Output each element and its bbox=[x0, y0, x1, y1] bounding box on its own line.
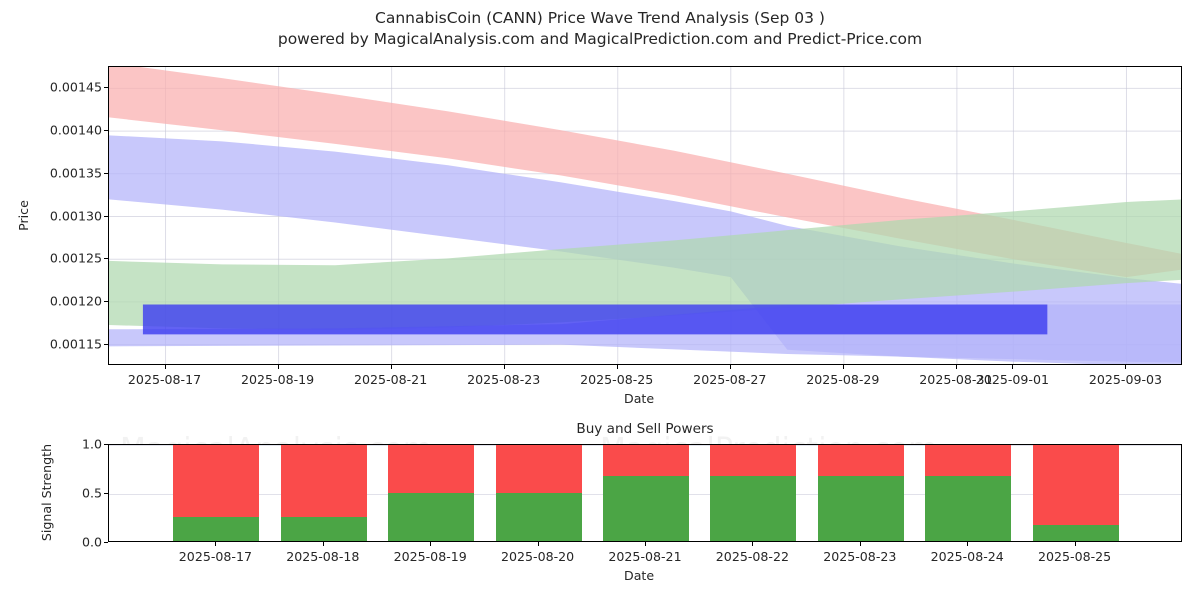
price-xtick-mark bbox=[729, 365, 731, 369]
buy-power-bar[interactable] bbox=[925, 475, 1012, 541]
price-ytick-mark bbox=[104, 87, 108, 89]
power-xtick-mark bbox=[430, 542, 432, 546]
power-ytick-label: 1.0 bbox=[81, 436, 102, 452]
price-xtick-label: 2025-08-31 bbox=[919, 372, 993, 387]
buy-power-bar[interactable] bbox=[388, 492, 475, 541]
price-ytick-label: 0.00125 bbox=[49, 250, 102, 266]
price-xtick-label: 2025-08-21 bbox=[354, 372, 428, 387]
price-ytick-mark bbox=[104, 258, 108, 260]
sell-power-bar[interactable] bbox=[817, 445, 904, 476]
buy-power-bar[interactable] bbox=[817, 475, 904, 541]
price-ytick-label: 0.00140 bbox=[49, 122, 102, 138]
power-xtick-label: 2025-08-22 bbox=[715, 549, 789, 564]
sell-power-bar[interactable] bbox=[710, 445, 797, 476]
buy-power-bar[interactable] bbox=[280, 516, 367, 541]
price-xtick-mark bbox=[1012, 365, 1014, 369]
price-yaxis-title: Price bbox=[15, 199, 31, 231]
price-xaxis-title: Date bbox=[624, 391, 655, 406]
price-xtick-mark bbox=[1125, 365, 1127, 369]
price-band-support-band-green bbox=[109, 199, 1181, 331]
power-xtick-mark bbox=[645, 542, 646, 546]
sell-power-bar[interactable] bbox=[925, 445, 1012, 476]
price-band-support-core-dark-blue bbox=[142, 304, 1048, 335]
price-ytick-mark bbox=[104, 300, 108, 302]
price-xtick-mark bbox=[616, 365, 618, 369]
price-xtick-label: 2025-08-29 bbox=[806, 372, 880, 387]
power-xtick-mark bbox=[215, 542, 217, 546]
price-xtick-label: 2025-09-03 bbox=[1088, 372, 1163, 387]
price-ytick-label: 0.00130 bbox=[49, 208, 102, 223]
buy-power-bar[interactable] bbox=[710, 475, 797, 541]
sell-power-bar[interactable] bbox=[603, 445, 689, 476]
sell-power-bar[interactable] bbox=[173, 445, 260, 517]
price-chart-plot-area bbox=[108, 66, 1182, 365]
power-xtick-mark bbox=[1074, 542, 1076, 546]
price-xtick-mark bbox=[955, 365, 957, 369]
price-xtick-label: 2025-08-19 bbox=[240, 372, 315, 387]
power-xtick-label: 2025-08-21 bbox=[608, 549, 682, 564]
power-xtick-label: 2025-08-19 bbox=[393, 549, 467, 564]
price-xtick-label: 2025-08-27 bbox=[693, 372, 767, 387]
price-xtick-label: 2025-08-25 bbox=[580, 372, 654, 387]
power-xtick-label: 2025-08-24 bbox=[930, 549, 1004, 564]
power-xtick-mark bbox=[322, 542, 324, 546]
sell-power-bar[interactable] bbox=[280, 445, 367, 517]
buy-power-bar[interactable] bbox=[495, 492, 582, 541]
power-xtick-label: 2025-08-25 bbox=[1037, 549, 1112, 564]
price-bands-svg bbox=[109, 67, 1181, 364]
sell-power-bar[interactable] bbox=[1032, 445, 1119, 525]
power-yaxis-title: Signal Strength bbox=[39, 443, 55, 542]
sell-power-bar[interactable] bbox=[495, 445, 582, 493]
power-xaxis-title: Date bbox=[624, 568, 655, 583]
sell-power-bar[interactable] bbox=[388, 445, 475, 493]
power-xtick-label: 2025-08-18 bbox=[286, 549, 360, 564]
price-ytick-mark bbox=[104, 130, 108, 132]
buy-power-bar[interactable] bbox=[603, 475, 689, 541]
power-xtick-mark bbox=[967, 542, 969, 546]
price-xtick-label: 2025-08-23 bbox=[467, 372, 541, 387]
page-subtitle: powered by MagicalAnalysis.com and Magic… bbox=[277, 30, 923, 48]
buy-power-bar[interactable] bbox=[173, 516, 260, 541]
page-title: CannabisCoin (CANN) Price Wave Trend Ana… bbox=[375, 9, 825, 27]
power-ytick-label: 0.5 bbox=[81, 485, 102, 501]
power-xtick-mark bbox=[537, 542, 539, 546]
power-ytick-label: 0.0 bbox=[81, 534, 102, 550]
power-chart-title: Buy and Sell Powers bbox=[576, 421, 714, 437]
power-xtick-label: 2025-08-20 bbox=[500, 549, 575, 564]
price-ytick-mark bbox=[104, 343, 108, 345]
chart-title-block: CannabisCoin (CANN) Price Wave Trend Ana… bbox=[0, 8, 1200, 50]
price-xtick-mark bbox=[164, 365, 166, 369]
power-xtick-label: 2025-08-23 bbox=[823, 549, 897, 564]
buy-power-bar[interactable] bbox=[1032, 524, 1119, 541]
power-xtick-mark bbox=[752, 542, 754, 546]
price-xtick-mark bbox=[503, 365, 505, 369]
price-ytick-label: 0.00115 bbox=[49, 336, 102, 352]
price-ytick-mark bbox=[104, 172, 108, 174]
power-ytick-mark bbox=[104, 444, 108, 445]
power-chart-plot-area bbox=[108, 444, 1182, 542]
price-ytick-label: 0.00135 bbox=[49, 165, 102, 181]
price-ytick-mark bbox=[104, 215, 108, 217]
price-xtick-mark bbox=[390, 365, 392, 369]
power-xtick-mark bbox=[859, 542, 861, 546]
price-xtick-label: 2025-08-17 bbox=[127, 372, 202, 387]
price-xtick-mark bbox=[842, 365, 844, 369]
power-xtick-label: 2025-08-17 bbox=[178, 549, 252, 564]
power-ytick-mark bbox=[104, 542, 108, 543]
power-ytick-mark bbox=[104, 493, 108, 494]
price-ytick-label: 0.00145 bbox=[49, 79, 102, 95]
price-xtick-mark bbox=[277, 365, 279, 369]
price-xtick-label: 2025-09-01 bbox=[975, 372, 1050, 387]
price-ytick-label: 0.00120 bbox=[49, 293, 102, 309]
